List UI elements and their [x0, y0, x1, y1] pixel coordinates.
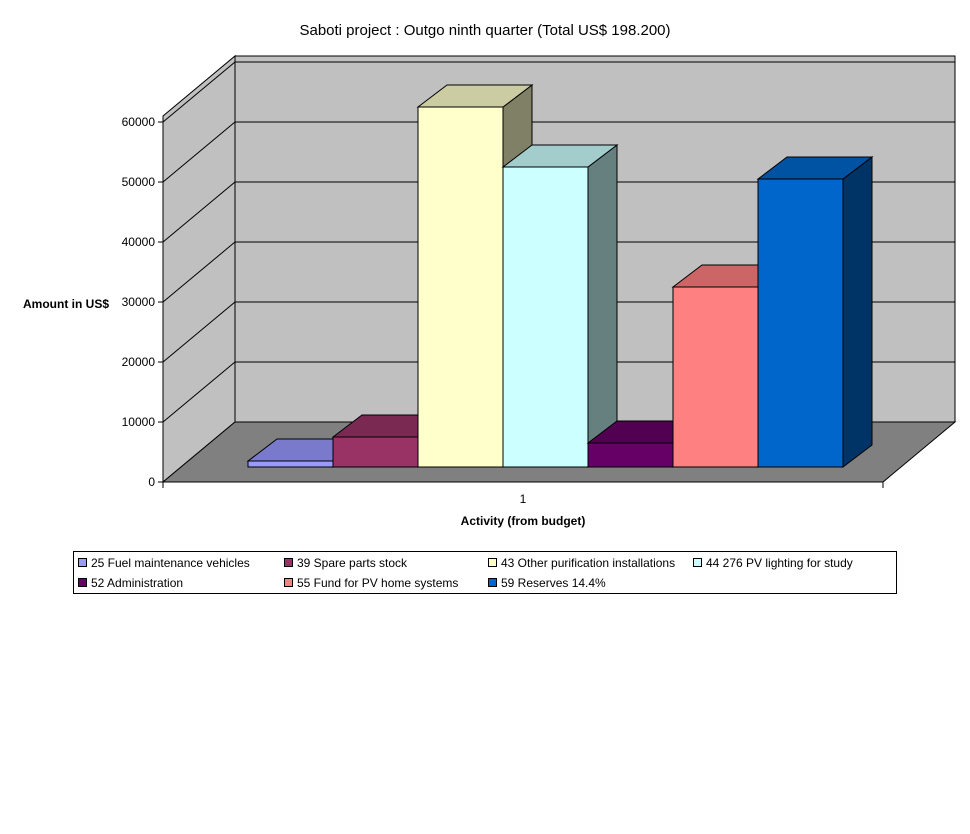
side-wall: [162, 54, 236, 484]
legend-item: 39 Spare parts stock: [284, 555, 407, 571]
y-tick-label: 50000: [122, 175, 156, 189]
legend-swatch: [78, 558, 87, 567]
bar-front: [672, 286, 759, 468]
legend-item: 52 Administration: [78, 575, 183, 591]
legend-swatch: [488, 578, 497, 587]
bar-side: [842, 155, 873, 469]
bar-4: [501, 143, 619, 469]
bar-front: [332, 436, 419, 468]
legend-label: 52 Administration: [91, 576, 184, 590]
chart-bars: [246, 83, 874, 469]
legend-swatch: [488, 558, 497, 567]
x-axis-title: Activity (from budget): [461, 514, 586, 528]
x-tick-label: 1: [520, 492, 527, 506]
legend-label: 43 Other purification installations: [501, 556, 676, 570]
y-axis-title: Amount in US$: [23, 297, 109, 311]
gridline: [162, 241, 955, 303]
y-tick-label: 0: [148, 475, 155, 489]
legend-label: 55 Fund for PV home systems: [297, 576, 459, 590]
legend-label: 44 276 PV lighting for study: [706, 556, 853, 570]
legend-item: 59 Reserves 14.4%: [488, 575, 606, 591]
legend-swatch: [78, 578, 87, 587]
legend-label: 59 Reserves 14.4%: [501, 576, 606, 590]
x-axis: 1: [162, 481, 884, 506]
bar-side: [587, 143, 618, 469]
chart-title: Saboti project : Outgo ninth quarter (To…: [299, 22, 671, 39]
legend-swatch: [693, 558, 702, 567]
bar-front: [247, 460, 334, 468]
legend-label: 25 Fuel maintenance vehicles: [91, 556, 250, 570]
bar-7: [756, 155, 874, 469]
legend-item: 55 Fund for PV home systems: [284, 575, 458, 591]
bar-front: [587, 442, 674, 468]
gridline: [162, 121, 955, 183]
legend-item: 43 Other purification installations: [488, 555, 675, 571]
legend-swatch: [284, 558, 293, 567]
chart-gridlines: [162, 61, 955, 423]
legend-item: 25 Fuel maintenance vehicles: [78, 555, 250, 571]
y-tick-label: 60000: [122, 115, 156, 129]
y-tick-label: 30000: [122, 295, 156, 309]
chart-legend: 25 Fuel maintenance vehicles 39 Spare par…: [73, 551, 897, 594]
y-tick-label: 10000: [122, 415, 156, 429]
legend-item: 44 276 PV lighting for study: [693, 555, 853, 571]
y-axis-ticks: 0 10000 20000 30000 40000 50000 60000: [122, 115, 163, 489]
y-tick-label: 20000: [122, 355, 156, 369]
gridline: [162, 181, 955, 243]
bar-front: [502, 166, 589, 468]
legend-label: 39 Spare parts stock: [297, 556, 408, 570]
gridline: [162, 61, 955, 123]
legend-swatch: [284, 578, 293, 587]
bar-front: [757, 178, 844, 468]
y-tick-label: 40000: [122, 235, 156, 249]
bar-front: [417, 106, 504, 468]
